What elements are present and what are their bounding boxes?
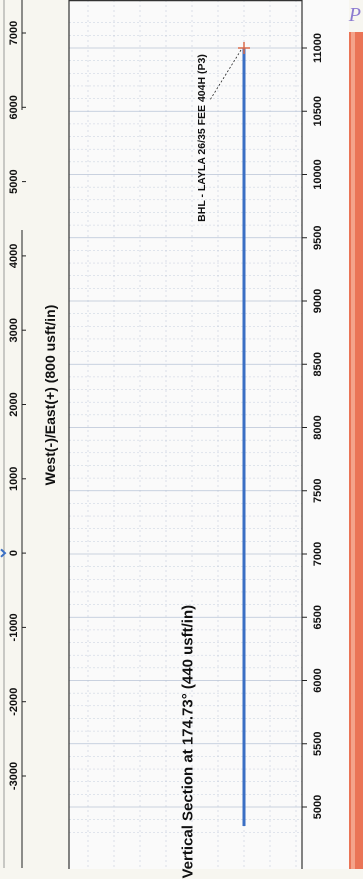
top-series-line-0 xyxy=(0,548,7,558)
lower-tick-label-6: 8000 xyxy=(312,415,324,439)
lower-tick-label-5: 7500 xyxy=(312,479,324,503)
lower-x-axis-label: Vertical Section at 174.73° (440 usft/in… xyxy=(179,604,197,879)
top-tick-label-10: 7000 xyxy=(8,21,20,45)
top-series-group xyxy=(0,548,7,558)
corner-mark: P xyxy=(348,4,361,26)
top-tick-label-7: 4000 xyxy=(8,244,20,268)
top-tick-label-4: 1000 xyxy=(8,467,20,491)
right-edge-highlight xyxy=(351,32,355,869)
top-tick-label-8: 5000 xyxy=(8,169,20,193)
lower-grid xyxy=(69,0,302,869)
top-tick-label-2: -1000 xyxy=(8,613,20,641)
top-tick-label-1: -2000 xyxy=(8,688,20,716)
lower-tick-label-9: 9500 xyxy=(312,226,324,250)
top-tick-label-0: -3000 xyxy=(8,762,20,790)
lower-tick-label-1: 5500 xyxy=(312,732,324,756)
top-tick-label-5: 2000 xyxy=(8,392,20,416)
annotation-leader xyxy=(209,49,242,101)
top-tick-label-9: 6000 xyxy=(8,95,20,119)
top-tick-label-3: 0 xyxy=(8,550,20,556)
lower-annotations: BHL - LAYLA 26/35 FEE 404H (P3) xyxy=(196,42,250,222)
lower-tick-label-11: 10500 xyxy=(312,96,324,127)
lower-tick-label-4: 7000 xyxy=(312,542,324,566)
lower-tick-label-8: 9000 xyxy=(312,289,324,313)
top-plot-frame xyxy=(3,0,23,868)
lower-tick-label-7: 8500 xyxy=(312,352,324,376)
top-x-axis-label: West(-)/East(+) (800 usft/in) xyxy=(42,304,58,486)
lower-tick-label-2: 6000 xyxy=(312,668,324,692)
lower-plot-area xyxy=(69,0,349,869)
top-tick-marks xyxy=(22,32,26,777)
top-tick-label-6: 3000 xyxy=(8,318,20,342)
annotation-label-0: BHL - LAYLA 26/35 FEE 404H (P3) xyxy=(196,54,208,222)
lower-tick-label-12: 11000 xyxy=(312,33,324,63)
top-tick-labels: -3000 -2000 -1000 0 1000 2000 3000 4000 5000 6000… xyxy=(8,21,20,790)
lower-tick-labels: 5000 5500 6000 6500 7000 7500 8000 8500 9000 9500… xyxy=(302,33,324,819)
lower-tick-label-3: 6500 xyxy=(312,605,324,629)
lower-tick-label-10: 10000 xyxy=(312,159,324,190)
lower-tick-label-0: 5000 xyxy=(312,795,324,819)
